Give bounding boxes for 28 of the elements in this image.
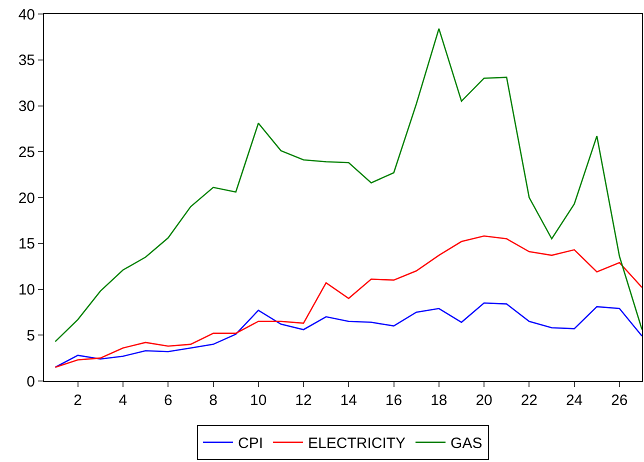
legend-label: CPI [238, 435, 264, 452]
x-tick-label: 26 [611, 392, 628, 409]
y-tick-label: 30 [18, 98, 35, 115]
line-series [54, 302, 642, 368]
y-tick-label: 35 [18, 52, 35, 70]
x-tick-label: 2 [74, 392, 82, 409]
y-tick-label: 0 [26, 373, 35, 390]
x-tick-label: 22 [520, 392, 538, 409]
x-tick-label: 16 [385, 392, 402, 409]
x-tick-label: 20 [476, 392, 492, 409]
y-tick-label: 5 [26, 327, 35, 344]
line-series [54, 28, 642, 342]
y-tick-label: 10 [18, 282, 35, 298]
y-tick-label: 20 [18, 190, 35, 207]
x-tick-label: 14 [340, 392, 357, 409]
y-tick-label: 25 [18, 144, 35, 161]
x-tick-label: 24 [566, 392, 583, 409]
y-tick-label: 40 [18, 6, 35, 24]
legend-label: GAS [450, 435, 482, 452]
line-series [54, 235, 642, 368]
x-tick-label: 6 [164, 392, 172, 409]
legend-label: ELECTRICITY [308, 435, 406, 452]
x-tick-label: 4 [118, 392, 128, 409]
x-tick-label: 8 [209, 392, 218, 409]
x-tick-label: 18 [430, 392, 448, 409]
y-tick-label: 15 [18, 236, 35, 253]
x-tick-label: 12 [295, 392, 312, 409]
x-tick-label: 10 [250, 392, 267, 409]
